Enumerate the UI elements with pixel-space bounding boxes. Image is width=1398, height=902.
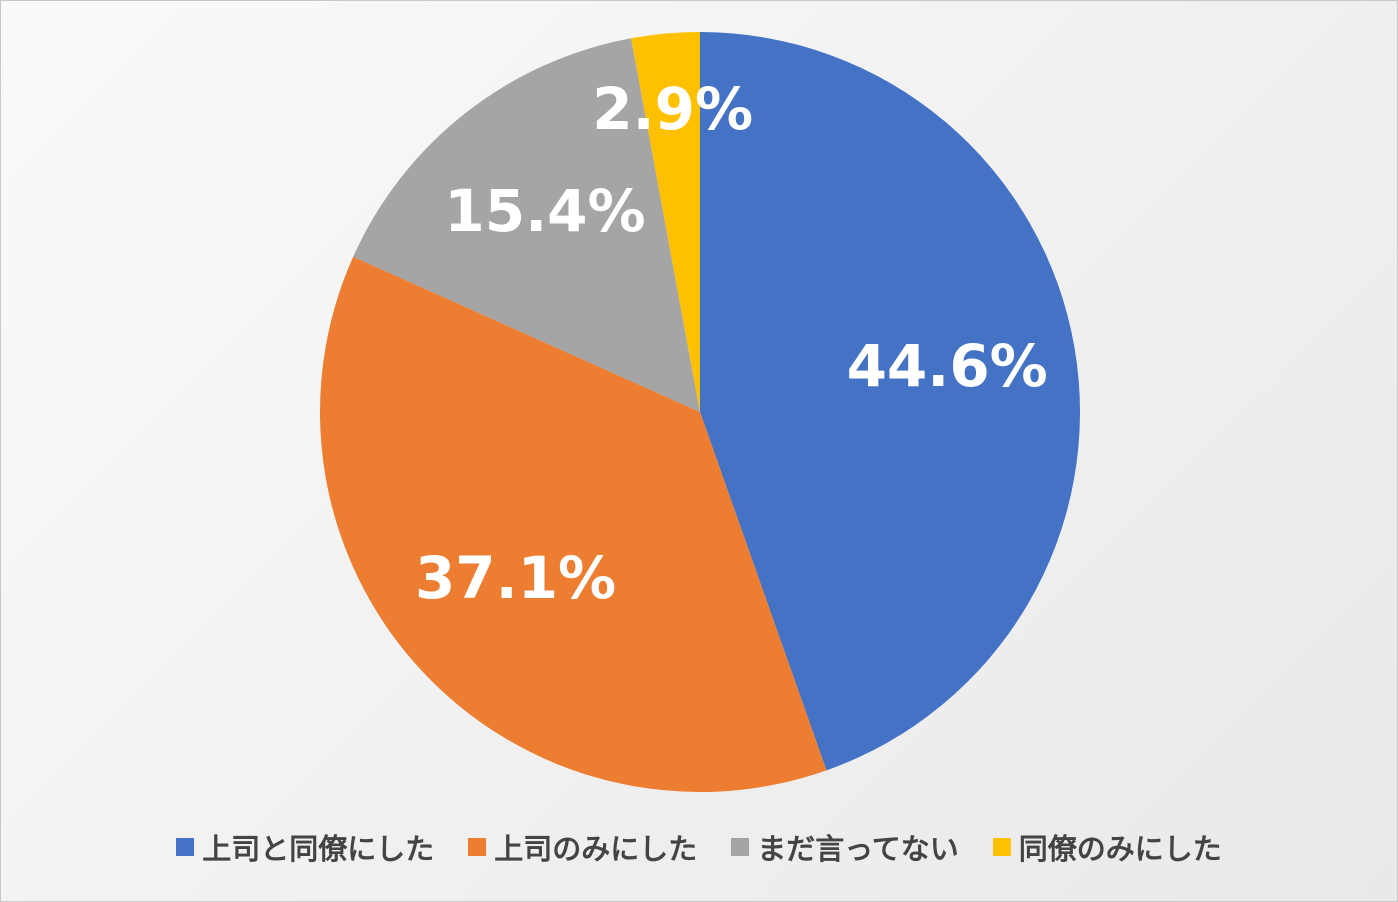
legend-swatch	[992, 838, 1011, 856]
legend-swatch	[731, 838, 750, 856]
pie-slice	[353, 38, 700, 412]
legend-label: 上司と同僚にした	[202, 832, 435, 866]
legend-item: 上司のみにした	[468, 826, 697, 868]
legend: 上司と同僚にした 上司のみにした まだ言ってない 同僚のみにした	[0, 826, 1398, 868]
legend-item: まだ言ってない	[731, 826, 959, 868]
data-label: 44.6%	[847, 332, 1048, 400]
legend-label: 同僚のみにした	[1018, 832, 1222, 866]
legend-item: 上司と同僚にした	[176, 826, 434, 868]
legend-swatch	[176, 838, 195, 856]
legend-swatch	[468, 838, 487, 856]
data-label: 2.9%	[592, 75, 753, 143]
pie-slice	[319, 256, 827, 793]
pie-slice	[631, 32, 700, 412]
data-label: 37.1%	[415, 544, 616, 612]
legend-label: まだ言ってない	[757, 832, 959, 866]
data-label: 15.4%	[444, 177, 645, 245]
pie-slice	[700, 32, 1081, 771]
legend-item: 同僚のみにした	[992, 826, 1222, 868]
legend-label: 上司のみにした	[494, 832, 698, 866]
